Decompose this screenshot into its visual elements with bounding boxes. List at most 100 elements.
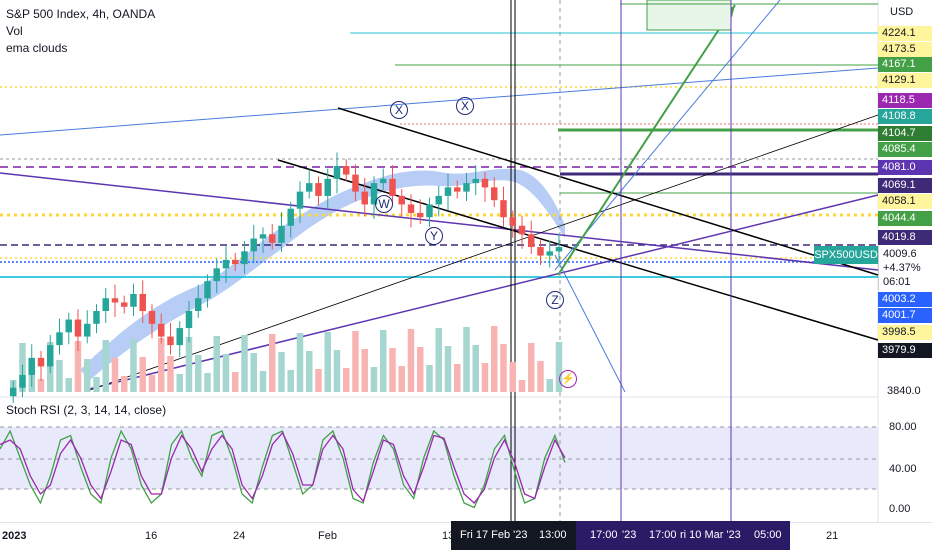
volume-bar — [185, 337, 193, 392]
stoch-level-80-label: 80.00 — [889, 421, 917, 433]
time-tick-24: 24 — [233, 530, 246, 542]
candle — [491, 187, 498, 201]
volume-bar — [93, 377, 100, 392]
candle — [370, 183, 378, 205]
price-level-label: 4104.7 — [878, 126, 932, 141]
candle — [407, 204, 415, 213]
candle — [333, 166, 341, 179]
volume-bar — [361, 349, 368, 392]
candle — [213, 268, 220, 282]
stoch-rsi-title[interactable]: Stoch RSI (2, 3, 14, 14, close) — [6, 403, 167, 417]
candle — [47, 345, 54, 367]
volume-bar — [195, 355, 202, 392]
candle — [315, 183, 322, 196]
volume-bar — [454, 364, 461, 392]
candle — [537, 247, 544, 256]
candle — [121, 302, 128, 307]
candle — [555, 247, 563, 252]
candle — [472, 178, 479, 184]
time-tick-feb: Feb — [318, 530, 337, 542]
volume-bar — [546, 379, 553, 392]
target-box — [646, 0, 732, 31]
candle — [158, 323, 165, 337]
volume-bar — [278, 352, 285, 392]
legend-indicator[interactable]: ema clouds — [6, 41, 68, 55]
price-level-label: 4081.0 — [878, 160, 932, 175]
volume-bar — [518, 380, 526, 392]
volume-bar — [158, 338, 165, 392]
candle — [111, 298, 119, 303]
candle — [93, 311, 100, 324]
volume-bar — [176, 374, 183, 392]
volume-bar — [121, 376, 128, 392]
volume-bar — [213, 336, 220, 392]
volume-bar — [398, 366, 405, 392]
trendline-black-a — [337, 107, 879, 276]
candle — [546, 251, 553, 256]
candle — [176, 328, 183, 346]
trendline-blue-top — [0, 67, 879, 136]
candle — [435, 195, 442, 205]
stoch-level-40-label: 40.00 — [889, 463, 917, 475]
volume-bar — [306, 351, 313, 392]
lightning-icon[interactable]: ⚡ — [559, 370, 577, 388]
candle — [426, 204, 433, 218]
price-level-label: 4167.1 — [878, 57, 932, 72]
volume-bar — [111, 358, 119, 392]
volume-bar — [509, 362, 516, 392]
trendline-purple-upper — [0, 172, 879, 271]
price-level-label: 4118.5 — [878, 93, 932, 108]
volume-bar — [232, 372, 239, 392]
stoch-rsi-k-line — [0, 429, 566, 509]
price-level-label: 3979.9 — [878, 343, 932, 358]
volume-bar — [472, 345, 479, 392]
legend-volume[interactable]: Vol — [6, 24, 23, 38]
volume-bar — [481, 363, 489, 392]
candle — [343, 166, 350, 175]
time-tick-16: 16 — [145, 530, 158, 542]
volume-bar — [463, 327, 470, 392]
candle — [324, 178, 331, 196]
volume-bar — [370, 367, 378, 392]
candle — [481, 178, 489, 188]
wave-label-z: Z — [546, 291, 564, 309]
volume-bar — [74, 341, 82, 392]
candle — [139, 293, 146, 312]
wave-label-x1: X — [390, 101, 408, 119]
candle — [287, 208, 294, 226]
volume-bar — [537, 361, 544, 392]
trendline-blue-fan — [554, 0, 781, 271]
volume-bar — [84, 359, 91, 392]
volume-bar — [269, 334, 276, 392]
candle — [518, 225, 526, 235]
trendline-black-thin — [89, 114, 879, 391]
volume-bar — [426, 365, 433, 392]
candle — [19, 374, 26, 388]
volume-bar — [555, 342, 563, 392]
candle — [444, 187, 452, 196]
candle — [454, 187, 461, 192]
candle — [195, 298, 202, 312]
volume-bar — [167, 356, 174, 392]
candle — [232, 259, 239, 265]
volume-bar — [250, 353, 257, 392]
volume-bar — [130, 339, 137, 392]
legend-symbol[interactable]: S&P 500 Index, 4h, OANDA — [6, 7, 156, 21]
candle — [10, 387, 17, 397]
candle — [398, 195, 405, 205]
candle — [278, 225, 285, 243]
candle — [130, 293, 137, 307]
volume-bar — [500, 344, 507, 392]
time-highlight-range: 17:00 '23 17:00 ri 10 Mar '23 05:00 — [576, 521, 790, 550]
trendline-blue-down — [554, 254, 626, 393]
volume-bar — [139, 357, 146, 392]
candle — [269, 234, 276, 243]
volume-bar — [352, 331, 359, 392]
price-level-label: 3998.5 — [878, 325, 932, 340]
volume-bar — [528, 343, 535, 392]
price-candles — [10, 152, 563, 404]
volume-bar — [241, 335, 248, 392]
price-level-label: 4058.1 — [878, 194, 932, 209]
last-change: +4.37% — [883, 262, 921, 274]
